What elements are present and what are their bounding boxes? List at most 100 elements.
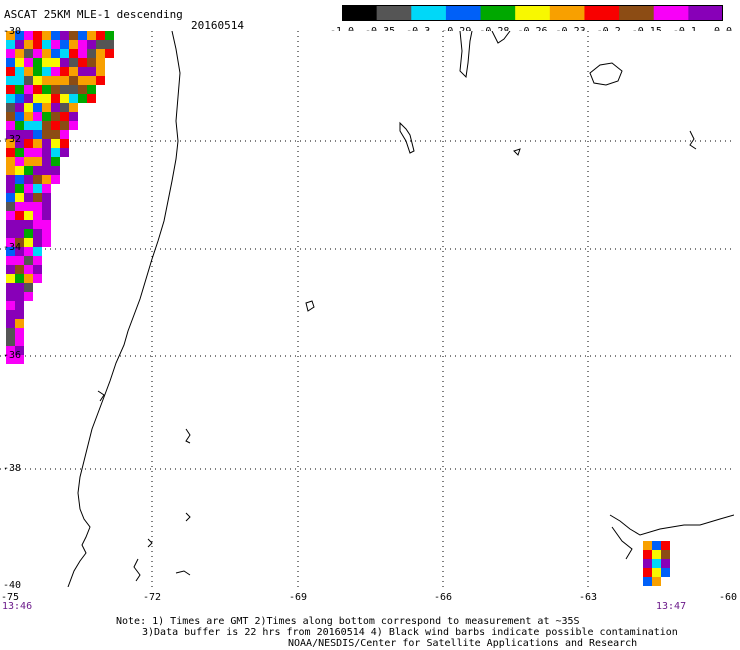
pass-time-right: 13:47 [656, 601, 687, 612]
swath-cell [6, 49, 15, 58]
swath-cell [6, 166, 15, 175]
swath-cell [6, 256, 15, 265]
swath-cell [6, 112, 15, 121]
swath-cell [51, 49, 60, 58]
swath-cell [42, 130, 51, 139]
swath-cell [51, 76, 60, 85]
swath-cell [652, 559, 661, 568]
swath-cell [33, 31, 42, 40]
swath-cell [42, 112, 51, 121]
y-tick-label: -30 [3, 26, 22, 37]
swath-cell [87, 67, 96, 76]
swath-cell [42, 175, 51, 184]
swath-cell [87, 58, 96, 67]
swath-cell [51, 157, 60, 166]
swath-cell [33, 220, 42, 229]
swath-cell [33, 166, 42, 175]
swath-cell [24, 175, 33, 184]
swath-cell [60, 148, 69, 157]
swath-cell [24, 220, 33, 229]
swath-cell [24, 256, 33, 265]
swath-cell [33, 112, 42, 121]
swath-cell [51, 67, 60, 76]
swath-cell [24, 31, 33, 40]
swath-cell [15, 346, 24, 355]
swath-cell [51, 85, 60, 94]
swath-cell [6, 103, 15, 112]
swath-cell [51, 40, 60, 49]
swath-cell [15, 220, 24, 229]
swath-cell [87, 40, 96, 49]
swath-cell [42, 103, 51, 112]
swath-cell [51, 130, 60, 139]
swath-cell [6, 202, 15, 211]
swath-cell [33, 184, 42, 193]
swath-cell [24, 157, 33, 166]
swath-cell [24, 58, 33, 67]
swath-cell [24, 40, 33, 49]
swath-cell [6, 76, 15, 85]
swath-cell [69, 58, 78, 67]
swath-cell [6, 148, 15, 157]
swath-cell [6, 319, 15, 328]
color-scale-swatch [653, 5, 689, 21]
swath-cell [6, 247, 15, 256]
swath-cell [42, 31, 51, 40]
swath-cell [24, 202, 33, 211]
swath-cell [15, 292, 24, 301]
footnote-line-3: NOAA/NESDIS/Center for Satellite Applica… [288, 638, 638, 649]
swath-cell [652, 541, 661, 550]
swath-cell [15, 130, 24, 139]
swath-cell [33, 40, 42, 49]
swath-cell [96, 31, 105, 40]
color-scale-swatch [411, 5, 447, 21]
swath-cell [15, 274, 24, 283]
swath-cell [24, 103, 33, 112]
swath-cell [33, 103, 42, 112]
swath-cell [6, 139, 15, 148]
color-scale-swatch [515, 5, 551, 21]
swath-cell [15, 112, 24, 121]
swath-cell [69, 40, 78, 49]
swath-cell [15, 148, 24, 157]
swath-cell [105, 49, 114, 58]
swath-cell [60, 40, 69, 49]
color-scale-swatch [619, 5, 655, 21]
color-scale-swatch [584, 5, 620, 21]
swath-cell [69, 112, 78, 121]
swath-cell [6, 310, 15, 319]
x-tick-label: -66 [433, 592, 453, 603]
swath-cell [15, 94, 24, 103]
swath-data-right [643, 541, 670, 586]
swath-cell [15, 157, 24, 166]
swath-cell [87, 94, 96, 103]
swath-cell [78, 40, 87, 49]
y-tick-label: -38 [3, 463, 22, 474]
swath-cell [6, 157, 15, 166]
swath-cell [15, 76, 24, 85]
swath-cell [15, 238, 24, 247]
swath-cell [69, 121, 78, 130]
swath-cell [643, 550, 652, 559]
swath-cell [15, 184, 24, 193]
swath-cell [6, 175, 15, 184]
x-tick-label: -75 [0, 592, 20, 603]
swath-cell [15, 166, 24, 175]
swath-cell [87, 76, 96, 85]
swath-cell [42, 229, 51, 238]
swath-cell [33, 274, 42, 283]
swath-cell [87, 31, 96, 40]
swath-cell [24, 121, 33, 130]
swath-cell [69, 85, 78, 94]
swath-cell [15, 49, 24, 58]
swath-cell [51, 103, 60, 112]
swath-cell [60, 31, 69, 40]
swath-cell [15, 265, 24, 274]
swath-cell [42, 202, 51, 211]
swath-cell [6, 85, 15, 94]
swath-cell [33, 157, 42, 166]
swath-cell [6, 220, 15, 229]
swath-cell [42, 238, 51, 247]
swath-cell [6, 355, 15, 364]
swath-data-left [6, 31, 114, 364]
